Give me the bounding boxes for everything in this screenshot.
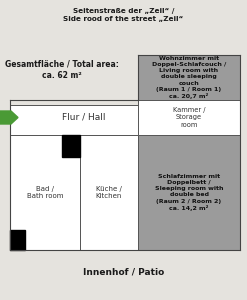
Bar bbox=[80, 135, 138, 250]
Bar bbox=[138, 55, 240, 250]
Text: Schlafzimmer mit
Doppelbett /
Sleeping room with
double bed
(Raum 2 / Room 2)
ca: Schlafzimmer mit Doppelbett / Sleeping r… bbox=[155, 174, 223, 211]
Text: Kammer /
Storage
room: Kammer / Storage room bbox=[173, 107, 205, 128]
Bar bbox=[138, 100, 240, 135]
Text: Flur / Hall: Flur / Hall bbox=[62, 113, 106, 122]
Bar bbox=[10, 105, 240, 135]
Text: Küche /
Kitchen: Küche / Kitchen bbox=[96, 186, 122, 199]
Bar bbox=[10, 135, 80, 250]
Text: Bad /
Bath room: Bad / Bath room bbox=[27, 186, 63, 199]
Bar bbox=[10, 230, 25, 250]
Text: Wohnzimmer mit
Doppel-Schlafcouch /
Living room with
double sleeping
couch
(Raum: Wohnzimmer mit Doppel-Schlafcouch / Livi… bbox=[152, 56, 226, 99]
Text: Innenhof / Patio: Innenhof / Patio bbox=[83, 268, 164, 277]
Text: Seitenstraße der „Zeil“ /
Side rood of the street „Zeil“: Seitenstraße der „Zeil“ / Side rood of t… bbox=[63, 8, 184, 22]
FancyArrow shape bbox=[0, 111, 18, 124]
Text: Gesamtfläche / Total area:
ca. 62 m²: Gesamtfläche / Total area: ca. 62 m² bbox=[5, 60, 119, 80]
Bar bbox=[62, 135, 80, 157]
Bar bbox=[10, 135, 138, 250]
